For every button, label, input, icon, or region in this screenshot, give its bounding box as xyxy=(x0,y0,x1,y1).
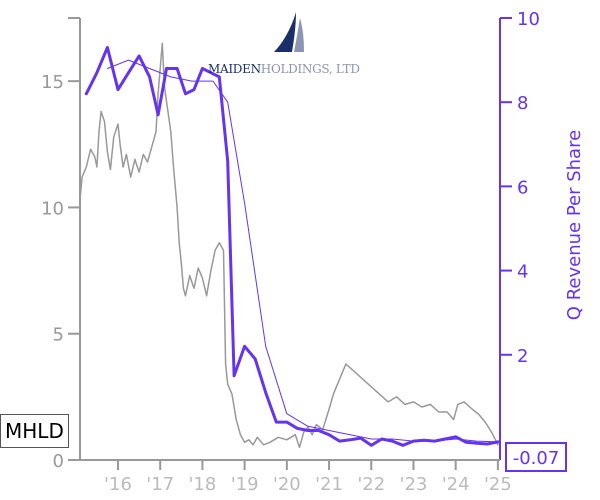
left-tick-label: 0 xyxy=(53,451,64,472)
x-tick-label: '20 xyxy=(273,474,301,495)
right-tick-label: 10 xyxy=(517,9,540,30)
left-tick-label: 10 xyxy=(41,198,64,219)
x-tick-label: '23 xyxy=(400,474,428,495)
x-tick-label: '19 xyxy=(231,474,259,495)
ticker-label: MHLD xyxy=(0,414,69,448)
x-tick-label: '21 xyxy=(315,474,343,495)
right-tick-label: 6 xyxy=(517,177,528,198)
last-value-badge: -0.07 xyxy=(505,442,567,472)
left-axis: 0 5 10 15 xyxy=(41,17,81,472)
series-layer xyxy=(79,42,500,449)
logo-name-part2: HOLDINGS, LTD xyxy=(260,62,360,76)
x-axis: '16 '17 '18 '19 '20 '21 '22 '23 '24 '25 xyxy=(80,459,512,495)
sail-logo-icon xyxy=(274,12,304,52)
x-tick-label: '24 xyxy=(442,474,470,495)
series-revenue-line xyxy=(84,46,500,447)
right-axis-label: Q Revenue Per Share xyxy=(564,130,585,320)
x-tick-label: '18 xyxy=(188,474,216,495)
x-tick-label: '16 xyxy=(104,474,132,495)
right-tick-label: 8 xyxy=(517,93,528,114)
company-logo: MAIDENHOLDINGS, LTD xyxy=(208,10,378,85)
right-tick-label: 2 xyxy=(517,346,528,367)
logo-name-part1: MAIDEN xyxy=(208,62,261,76)
x-tick-label: '25 xyxy=(484,474,512,495)
logo-text: MAIDENHOLDINGS, LTD xyxy=(208,62,360,76)
x-tick-label: '17 xyxy=(146,474,174,495)
series-price-line xyxy=(79,42,499,449)
right-tick-label: 4 xyxy=(517,262,528,283)
right-axis: 2 4 6 8 10 xyxy=(499,9,540,460)
series-revenue-trend-line xyxy=(106,59,499,443)
x-tick-label: '22 xyxy=(357,474,385,495)
left-tick-label: 5 xyxy=(53,325,64,346)
left-tick-label: 15 xyxy=(41,72,64,93)
